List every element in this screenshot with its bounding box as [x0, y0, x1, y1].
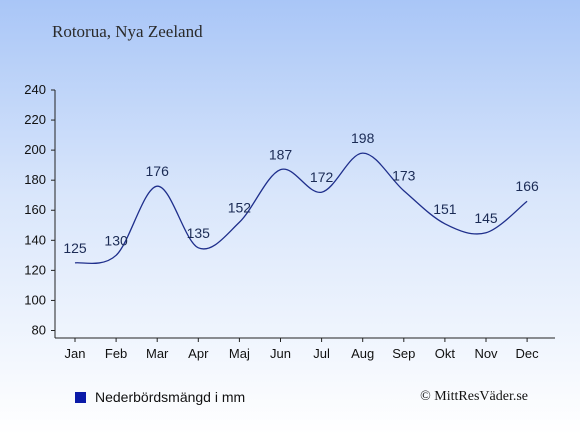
data-label: 125: [63, 240, 87, 256]
data-label: 176: [146, 163, 170, 179]
copyright-text: © MittResVäder.se: [420, 389, 528, 404]
x-tick-label: Mar: [146, 346, 169, 361]
data-label: 172: [310, 169, 334, 185]
y-tick-label: 160: [24, 202, 46, 217]
x-tick-label: Sep: [392, 346, 415, 361]
y-tick-label: 180: [24, 172, 46, 187]
series-line: [74, 152, 528, 265]
data-label: 173: [392, 168, 416, 184]
data-label: 145: [474, 210, 498, 226]
y-tick-label: 120: [24, 262, 46, 277]
legend: Nederbördsmängd i mm: [75, 389, 245, 405]
legend-swatch: [75, 391, 86, 403]
y-tick-label: 100: [24, 292, 46, 307]
y-tick-label: 140: [24, 232, 46, 247]
x-tick-label: Dec: [516, 346, 540, 361]
data-label: 187: [269, 147, 293, 163]
data-label: 135: [187, 225, 211, 241]
x-tick-label: Jun: [270, 346, 291, 361]
y-tick-label: 220: [24, 112, 46, 127]
data-label: 198: [351, 130, 375, 146]
data-label: 151: [433, 201, 457, 217]
y-tick-label: 240: [24, 82, 46, 97]
x-tick-label: Apr: [188, 346, 209, 361]
y-tick-label: 80: [32, 322, 46, 337]
x-tick-label: Jan: [65, 346, 86, 361]
x-tick-label: Jul: [313, 346, 330, 361]
x-tick-label: Nov: [474, 346, 498, 361]
data-label: 152: [228, 199, 252, 215]
y-tick-label: 200: [24, 142, 46, 157]
x-tick-label: Maj: [229, 346, 250, 361]
x-tick-label: Aug: [351, 346, 374, 361]
legend-label: Nederbördsmängd i mm: [95, 389, 246, 405]
data-label: 166: [515, 178, 539, 194]
x-tick-label: Okt: [435, 346, 456, 361]
x-tick-label: Feb: [105, 346, 127, 361]
location-title: Rotorua, Nya Zeeland: [52, 22, 203, 41]
data-label: 130: [104, 232, 128, 248]
